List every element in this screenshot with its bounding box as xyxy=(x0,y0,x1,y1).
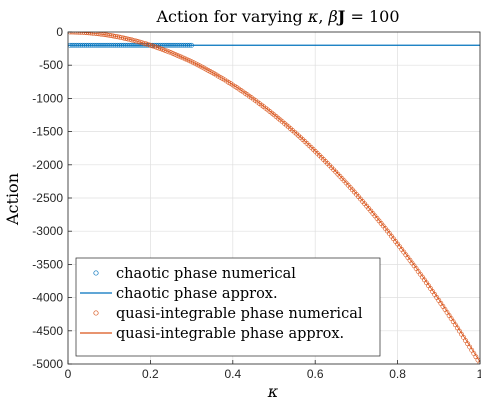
y-tick-label: -3000 xyxy=(32,224,63,238)
y-tick-label: 0 xyxy=(56,25,63,39)
x-tick-label: 1 xyxy=(477,367,481,381)
data-point xyxy=(160,47,166,52)
legend: chaotic phase numerical chaotic phase app… xyxy=(75,257,381,357)
y-axis-label: Action xyxy=(3,173,22,226)
series-group xyxy=(68,32,480,364)
legend-item: quasi-integrable phase numerical xyxy=(93,306,363,322)
series-layer xyxy=(68,32,480,364)
legend-label: quasi-integrable phase approx. xyxy=(116,326,344,342)
y-tick-label: -1500 xyxy=(32,125,63,139)
legend-swatch-marker xyxy=(93,310,99,316)
data-point xyxy=(147,42,153,48)
legend-label: quasi-integrable phase numerical xyxy=(116,306,363,322)
chart-title-sep: , xyxy=(318,7,328,26)
x-tick-label: 0.6 xyxy=(307,367,324,381)
x-tick-label: 0.2 xyxy=(142,367,159,381)
chart-title-J: J xyxy=(336,7,346,26)
data-point xyxy=(154,44,159,50)
y-tick-label: -3500 xyxy=(32,257,63,271)
data-point xyxy=(166,49,172,55)
y-tick-label: -5000 xyxy=(32,357,63,371)
legend-swatch-marker xyxy=(93,270,99,276)
y-tick-label: -2500 xyxy=(32,191,63,205)
data-point xyxy=(170,51,176,56)
y-tick-label: -4500 xyxy=(32,324,63,338)
legend-item: chaotic phase approx. xyxy=(80,286,278,302)
x-tick-label: 0.8 xyxy=(389,367,406,381)
chart-title-beta: β xyxy=(328,7,338,26)
legend-item: chaotic phase numerical xyxy=(93,266,296,282)
data-point xyxy=(158,46,164,52)
series-line xyxy=(68,32,480,363)
x-tick-label: 0.4 xyxy=(224,367,241,381)
ticks: 0 0.2 0.4 0.6 0.8 1 0 -500 -1000 -1500 -2000 -2500 -… xyxy=(32,25,481,381)
chart-title-prefix: Action for varying xyxy=(155,7,307,26)
x-axis-label: κ xyxy=(267,382,279,401)
y-tick-label: -4000 xyxy=(32,291,63,305)
data-point xyxy=(152,44,157,50)
legend-item: quasi-integrable phase approx. xyxy=(80,326,344,342)
x-tick-label: 0 xyxy=(65,367,72,381)
legend-label: chaotic phase approx. xyxy=(116,286,278,302)
data-point xyxy=(150,43,155,49)
legend-label: chaotic phase numerical xyxy=(116,266,296,282)
data-point xyxy=(168,50,174,56)
chart-title-kappa: κ xyxy=(307,7,319,26)
y-tick-label: -500 xyxy=(39,58,63,72)
data-point xyxy=(145,42,151,47)
legend-box xyxy=(75,257,381,357)
y-tick-label: -1000 xyxy=(32,91,63,105)
chart-title-suffix: = 100 xyxy=(345,7,399,26)
data-point xyxy=(162,47,168,53)
series-3 xyxy=(68,32,480,363)
data-point xyxy=(164,48,170,54)
data-point xyxy=(156,45,162,51)
y-tick-label: -2000 xyxy=(32,158,63,172)
chart-title: Action for varying κ, βJ = 100 xyxy=(155,7,399,26)
